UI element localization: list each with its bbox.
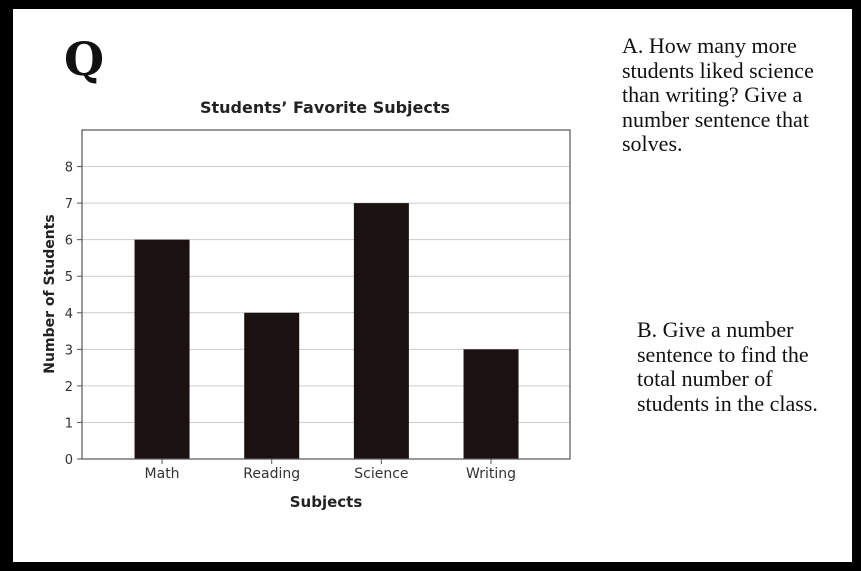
y-tick-label: 0 bbox=[65, 453, 73, 468]
y-axis-label: Number of Students bbox=[42, 214, 58, 373]
y-tick-label: 4 bbox=[65, 307, 73, 322]
y-tick-label: 2 bbox=[65, 380, 73, 395]
x-tick-label: Reading bbox=[243, 466, 300, 482]
bar-writing bbox=[463, 349, 519, 459]
y-tick-label: 7 bbox=[65, 197, 73, 212]
panel-letter: Q bbox=[64, 32, 105, 86]
chart-title: Students’ Favorite Subjects bbox=[199, 98, 451, 117]
bar-reading bbox=[244, 312, 300, 459]
bar-math bbox=[134, 239, 190, 459]
y-tick-label: 8 bbox=[65, 161, 73, 176]
y-tick-label: 1 bbox=[65, 416, 73, 431]
plot-area-border bbox=[81, 129, 571, 460]
question-a: A. How many more students liked science … bbox=[622, 33, 814, 156]
question-b: B. Give a number sentence to find the to… bbox=[637, 317, 818, 416]
bar-science bbox=[353, 203, 409, 459]
x-tick-label: Science bbox=[354, 466, 408, 482]
x-tick-label: Math bbox=[145, 466, 180, 482]
x-axis-label: Subjects bbox=[290, 493, 363, 511]
y-tick-label: 5 bbox=[65, 270, 73, 285]
x-tick-label: Writing bbox=[466, 466, 516, 482]
y-tick-label: 3 bbox=[65, 343, 73, 358]
y-tick-label: 6 bbox=[65, 234, 73, 249]
